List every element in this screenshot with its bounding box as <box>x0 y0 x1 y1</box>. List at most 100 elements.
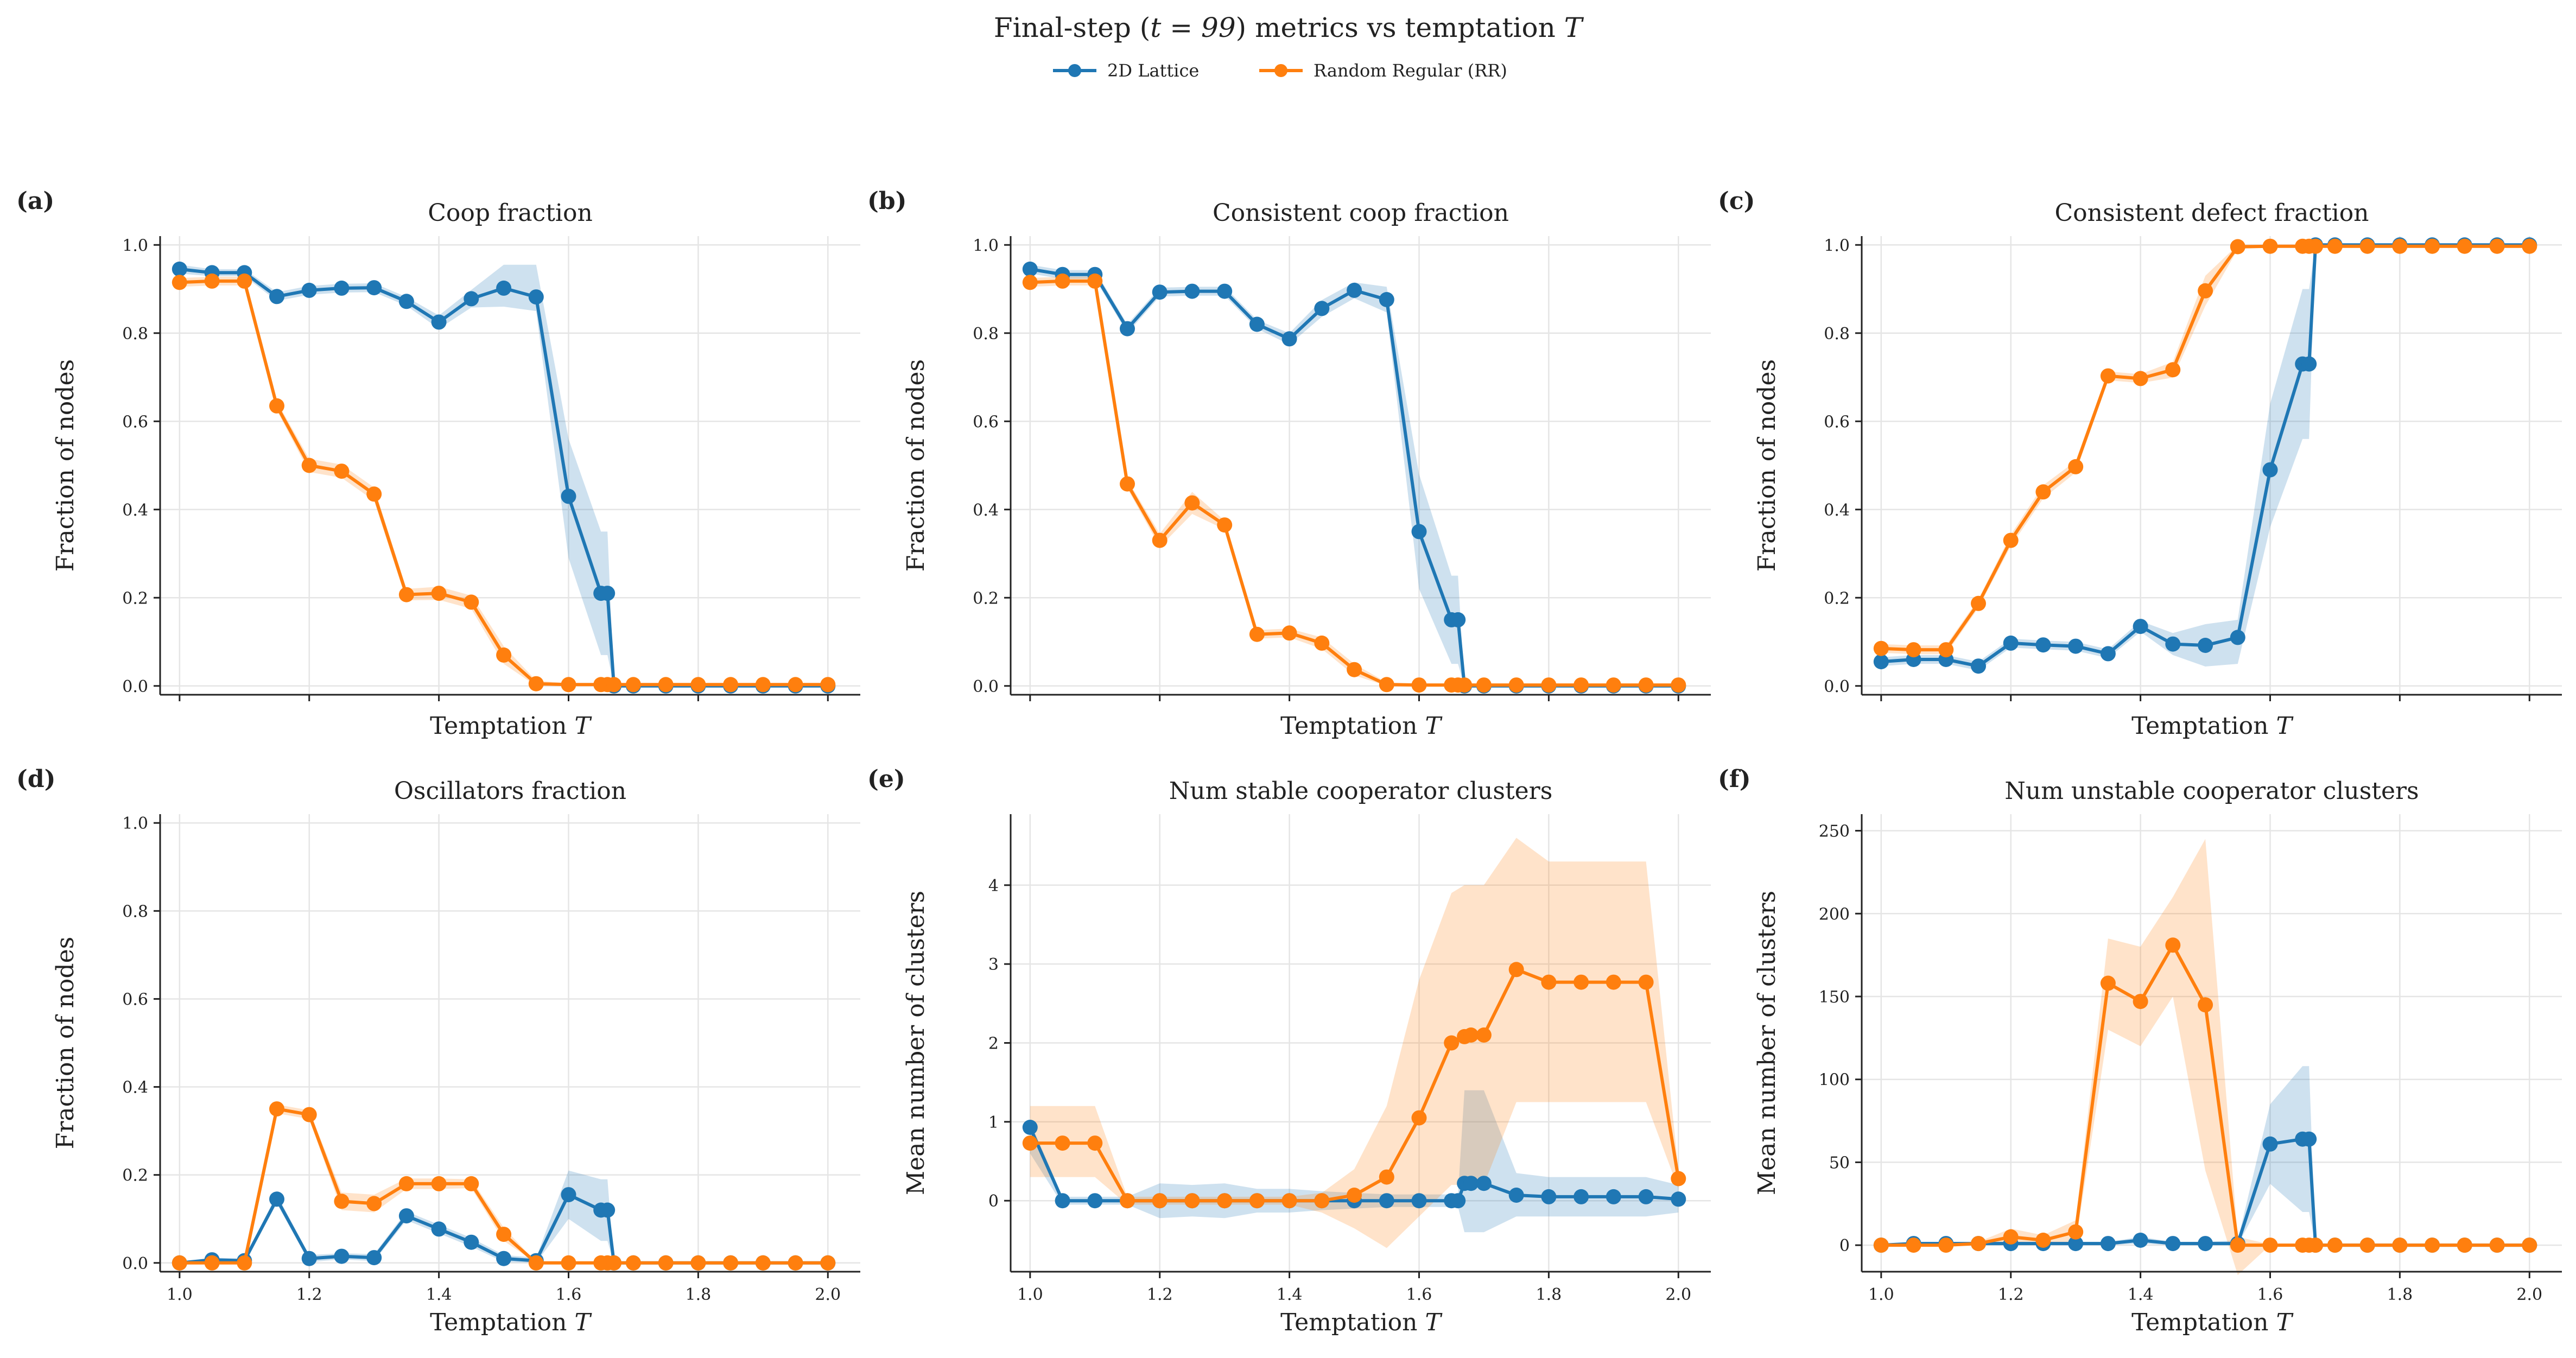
data-point-rr <box>2133 371 2148 386</box>
error-band-rr <box>1030 837 1679 1248</box>
y-tick-label: 0.0 <box>122 677 148 696</box>
y-tick-label: 0 <box>988 1192 999 1211</box>
data-point-rr <box>788 677 803 693</box>
y-axis-label: Fraction of nodes <box>52 937 79 1149</box>
data-point-rr <box>1379 677 1394 693</box>
x-axis-label-text: Temptation <box>1280 1309 1425 1336</box>
data-point-lattice <box>1476 1176 1492 1191</box>
y-tick-label: 0.6 <box>1824 413 1850 431</box>
data-point-rr <box>496 647 512 663</box>
data-point-rr <box>398 1176 414 1191</box>
panel-title: Num unstable cooperator clusters <box>2004 777 2419 805</box>
y-axis-label: Mean number of clusters <box>1753 891 1781 1195</box>
panel-b: 0.0 0.2 0.4 0.6 0.8 1.0 Consistent coop fracti… <box>867 187 1711 740</box>
data-point-rr <box>1120 476 1135 492</box>
x-tick-label: 1.0 <box>1017 1285 1043 1304</box>
error-band-rr <box>179 276 828 686</box>
data-point-rr <box>1184 495 1200 511</box>
y-tick-label: 0.0 <box>1824 677 1850 696</box>
data-point-lattice <box>1450 612 1466 627</box>
data-point-rr <box>1022 275 1038 290</box>
legend-label: Random Regular (RR) <box>1314 60 1507 81</box>
y-tick-label: 0.8 <box>122 325 148 344</box>
data-point-lattice <box>2230 630 2245 645</box>
data-point-lattice <box>2165 636 2181 652</box>
data-point-rr <box>398 587 414 602</box>
data-point-rr <box>2003 1229 2019 1245</box>
data-point-rr <box>2035 1233 2051 1248</box>
data-point-lattice <box>431 314 447 330</box>
data-point-lattice <box>1314 301 1330 316</box>
data-point-rr <box>606 1255 622 1271</box>
panel-title: Num stable cooperator clusters <box>1169 777 1553 805</box>
legend: 2D Lattice Random Regular (RR) <box>1053 60 1507 81</box>
data-point-rr <box>366 1196 382 1211</box>
data-point-lattice <box>2100 646 2116 662</box>
data-point-rr <box>2425 1238 2440 1253</box>
data-point-rr <box>1087 273 1103 289</box>
data-point-rr <box>528 676 544 691</box>
data-point-rr <box>528 1255 544 1271</box>
data-point-lattice <box>1411 524 1427 540</box>
data-point-lattice <box>1249 316 1265 332</box>
x-tick-label: 1.6 <box>1406 1285 1432 1304</box>
y-axis-label: Fraction of nodes <box>52 359 79 572</box>
x-tick-label: 1.0 <box>167 1285 193 1304</box>
data-point-rr <box>1606 677 1621 693</box>
x-axis-label-text: Temptation <box>2131 1309 2276 1336</box>
x-tick-label: 1.6 <box>556 1285 582 1304</box>
x-tick-label: 1.8 <box>686 1285 712 1304</box>
y-tick-label: 0.0 <box>973 677 999 696</box>
y-axis-label: Mean number of clusters <box>902 891 930 1195</box>
x-axis-label-var: T <box>1425 1309 1443 1336</box>
y-tick-label: 0.8 <box>122 902 148 921</box>
data-point-rr <box>820 677 836 693</box>
x-axis-label-text: Temptation <box>430 1309 574 1336</box>
data-point-lattice <box>1971 658 1986 674</box>
data-point-lattice <box>1184 283 1200 299</box>
data-point-rr <box>1281 625 1297 641</box>
data-point-rr <box>755 677 771 693</box>
data-point-rr <box>2327 238 2343 254</box>
x-axis-label: Temptation T <box>430 712 592 740</box>
y-tick-label: 200 <box>1819 905 1850 924</box>
data-point-lattice <box>334 1248 350 1264</box>
x-tick-label: 1.0 <box>1868 1285 1894 1304</box>
data-point-rr <box>1314 635 1330 651</box>
y-tick-label: 1.0 <box>122 814 148 833</box>
y-tick-label: 100 <box>1819 1071 1850 1090</box>
panel-label: (d) <box>16 765 55 793</box>
y-tick-label: 250 <box>1819 822 1850 841</box>
y-tick-label: 0 <box>1839 1236 1850 1255</box>
panels: 0.0 0.2 0.4 0.6 0.8 1.0 Coop fraction (a) Tempta… <box>16 187 2562 1336</box>
data-point-rr <box>1379 1169 1394 1185</box>
data-point-lattice <box>1022 261 1038 277</box>
data-point-rr <box>2392 238 2408 254</box>
data-point-rr <box>2198 997 2213 1013</box>
data-point-rr <box>464 594 479 610</box>
data-point-lattice <box>2068 1236 2084 1252</box>
data-point-rr <box>1938 642 1954 658</box>
data-point-lattice <box>269 289 284 304</box>
data-point-rr <box>1573 974 1589 990</box>
error-band-rr <box>1881 839 2530 1275</box>
data-point-rr <box>2035 484 2051 500</box>
x-tick-label: 1.4 <box>1277 1285 1303 1304</box>
data-point-lattice <box>2262 1136 2278 1152</box>
data-point-rr <box>1638 974 1654 990</box>
data-point-lattice <box>2100 1236 2116 1252</box>
x-tick-label: 1.4 <box>2128 1285 2154 1304</box>
y-tick-label: 0.2 <box>973 589 999 608</box>
data-point-lattice <box>1379 1193 1394 1209</box>
y-tick-label: 4 <box>988 877 999 896</box>
data-point-lattice <box>1379 292 1394 307</box>
data-point-lattice <box>1152 284 1168 300</box>
data-point-rr <box>172 275 187 290</box>
x-tick-label: 1.4 <box>426 1285 452 1304</box>
data-point-lattice <box>1541 1189 1557 1204</box>
data-point-rr <box>658 1255 674 1271</box>
error-band-lattice <box>179 1170 828 1263</box>
data-point-rr <box>1087 1135 1103 1151</box>
y-tick-label: 0.6 <box>122 990 148 1009</box>
data-point-lattice <box>600 586 616 601</box>
